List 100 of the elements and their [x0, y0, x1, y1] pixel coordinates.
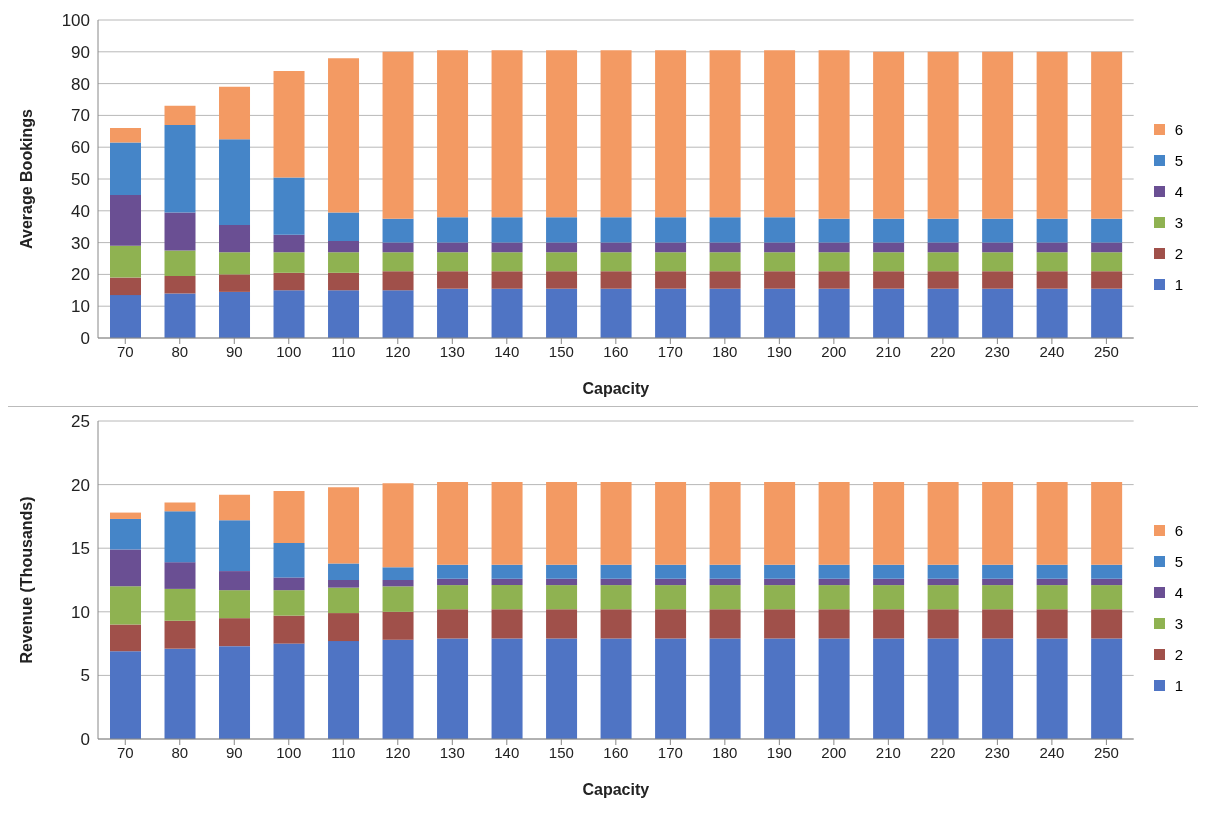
bar — [764, 271, 796, 289]
bar — [764, 217, 796, 243]
bar — [546, 288, 578, 338]
x-axis-title: Capacity — [582, 781, 650, 798]
legend-label: 1 — [1174, 276, 1183, 293]
legend-label: 5 — [1174, 152, 1183, 169]
y-tick-label: 50 — [71, 170, 90, 190]
bar — [219, 291, 251, 338]
bar — [1091, 252, 1123, 272]
bar — [546, 609, 578, 639]
bar — [110, 277, 141, 296]
bar — [818, 271, 850, 289]
x-tick-label: 130 — [439, 342, 465, 360]
bar — [1091, 482, 1123, 565]
bar — [219, 618, 251, 647]
bar — [110, 549, 141, 587]
bar — [437, 252, 469, 272]
bar — [655, 564, 687, 579]
bar — [982, 242, 1014, 253]
x-tick-label: 180 — [712, 342, 738, 360]
y-tick-label: 90 — [71, 42, 90, 62]
bar — [1036, 252, 1068, 272]
legend-label: 1 — [1174, 677, 1183, 694]
legend-label: 2 — [1174, 646, 1183, 663]
bar — [764, 638, 796, 739]
bar — [873, 638, 905, 739]
bar — [328, 58, 360, 213]
bar — [546, 585, 578, 610]
bar — [600, 252, 632, 272]
bar — [818, 578, 850, 586]
bar — [1036, 218, 1068, 243]
bar — [491, 252, 523, 272]
bar — [600, 271, 632, 289]
legend-label: 6 — [1174, 121, 1183, 138]
bar — [491, 217, 523, 243]
bar — [600, 288, 632, 338]
bar — [818, 242, 850, 253]
bar — [655, 288, 687, 338]
y-tick-label: 0 — [80, 730, 90, 750]
bar — [1036, 242, 1068, 253]
bar — [709, 50, 741, 218]
bar — [818, 585, 850, 610]
bar — [982, 252, 1014, 272]
bar — [1036, 51, 1068, 219]
bar — [818, 288, 850, 338]
bar — [437, 609, 469, 639]
bar — [164, 588, 196, 621]
bar — [1036, 271, 1068, 289]
bar — [164, 275, 196, 294]
bar — [927, 578, 959, 586]
bar — [982, 564, 1014, 579]
bar — [982, 271, 1014, 289]
bar — [328, 587, 360, 614]
bar — [1091, 638, 1123, 739]
x-tick-label: 140 — [494, 342, 520, 360]
bar — [1036, 638, 1068, 739]
x-axis-title: Capacity — [582, 380, 650, 397]
bar — [164, 250, 196, 276]
bar — [600, 564, 632, 579]
bar — [491, 271, 523, 289]
x-tick-label: 80 — [171, 743, 189, 761]
bar — [982, 218, 1014, 243]
bar — [655, 482, 687, 565]
bar — [273, 577, 305, 591]
x-tick-label: 90 — [225, 342, 243, 360]
bar — [546, 564, 578, 579]
bar — [219, 520, 251, 572]
bar — [818, 609, 850, 639]
bar — [219, 252, 251, 275]
legend-label: 3 — [1174, 214, 1183, 231]
bar — [546, 50, 578, 218]
bar — [273, 177, 305, 235]
bar — [164, 648, 196, 739]
bar — [273, 490, 305, 544]
bar — [709, 217, 741, 243]
x-tick-label: 180 — [712, 743, 738, 761]
legend-label: 5 — [1174, 553, 1183, 570]
bar — [1091, 271, 1123, 289]
bar — [655, 252, 687, 272]
bar — [437, 585, 469, 610]
bar — [382, 611, 414, 640]
bar — [328, 290, 360, 338]
bar — [600, 638, 632, 739]
bar — [219, 571, 251, 591]
x-tick-label: 130 — [439, 743, 465, 761]
y-tick-label: 5 — [80, 666, 90, 686]
bar — [927, 482, 959, 565]
x-tick-label: 80 — [171, 342, 189, 360]
bar — [818, 252, 850, 272]
bar — [437, 271, 469, 289]
bar — [491, 242, 523, 253]
bar — [273, 643, 305, 739]
bar — [818, 638, 850, 739]
bar — [437, 564, 469, 579]
y-tick-label: 70 — [71, 106, 90, 126]
bar — [110, 128, 141, 143]
bar — [273, 70, 305, 178]
bar — [491, 288, 523, 338]
bar — [328, 580, 360, 588]
x-tick-label: 190 — [766, 743, 792, 761]
